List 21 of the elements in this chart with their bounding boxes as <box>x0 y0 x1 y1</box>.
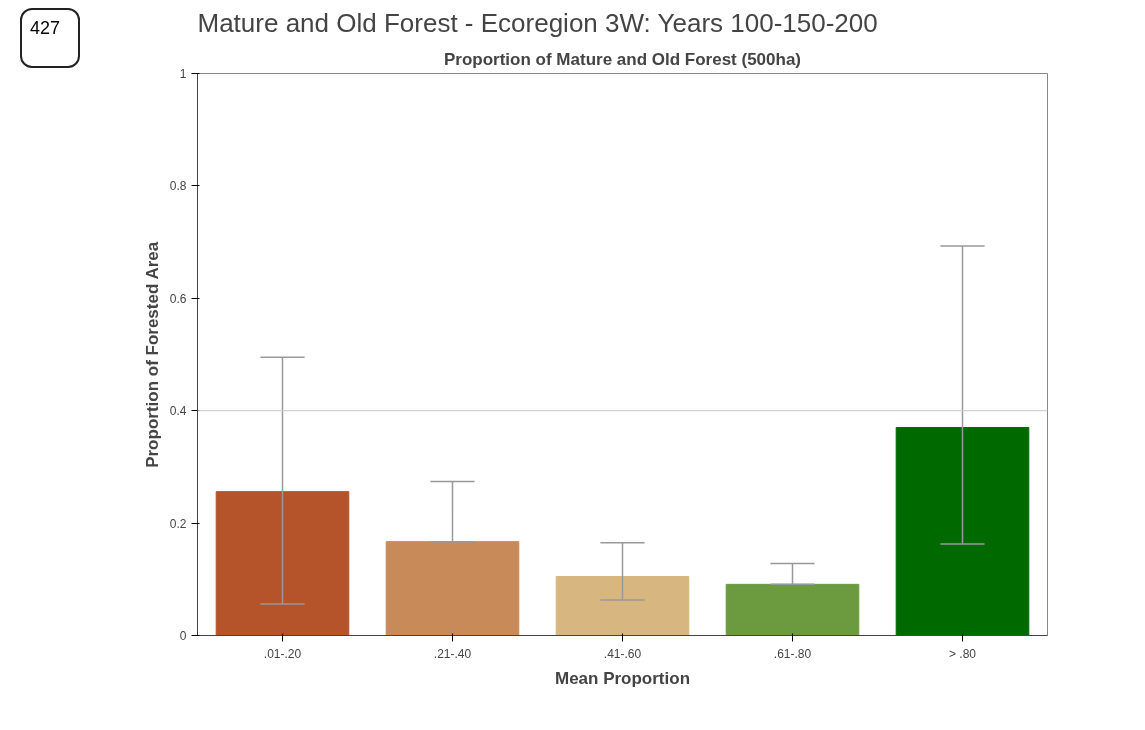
x-tick-label: .21-.40 <box>433 646 472 661</box>
y-tick-label: 0.8 <box>169 179 187 194</box>
y-tick-label: 0.4 <box>169 404 187 419</box>
y-tick-label: 0.2 <box>169 516 187 531</box>
x-axis-title: Mean Proportion <box>554 668 691 688</box>
bar <box>215 491 350 636</box>
chart-subtitle: Proportion of Mature and Old Forest (500ha) <box>443 49 802 69</box>
y-tick-label: 0.6 <box>169 291 187 306</box>
y-tick-label: 0 <box>179 629 187 643</box>
bar <box>895 427 1030 636</box>
y-tick-label: 1 <box>179 67 187 81</box>
bar <box>385 541 520 636</box>
bar <box>555 575 690 636</box>
x-tick-label: .01-.20 <box>263 646 302 661</box>
x-tick-label: .61-.80 <box>773 646 812 661</box>
bar <box>725 583 860 636</box>
chart-title: Mature and Old Forest - Ecoregion 3W: Years 100-150-200 <box>197 7 878 38</box>
text: 427 <box>30 17 61 40</box>
y-axis-title: Proportion of Forested Area <box>142 241 162 468</box>
x-tick-label: > .80 <box>948 646 977 661</box>
x-tick-label: .41-.60 <box>603 646 642 661</box>
